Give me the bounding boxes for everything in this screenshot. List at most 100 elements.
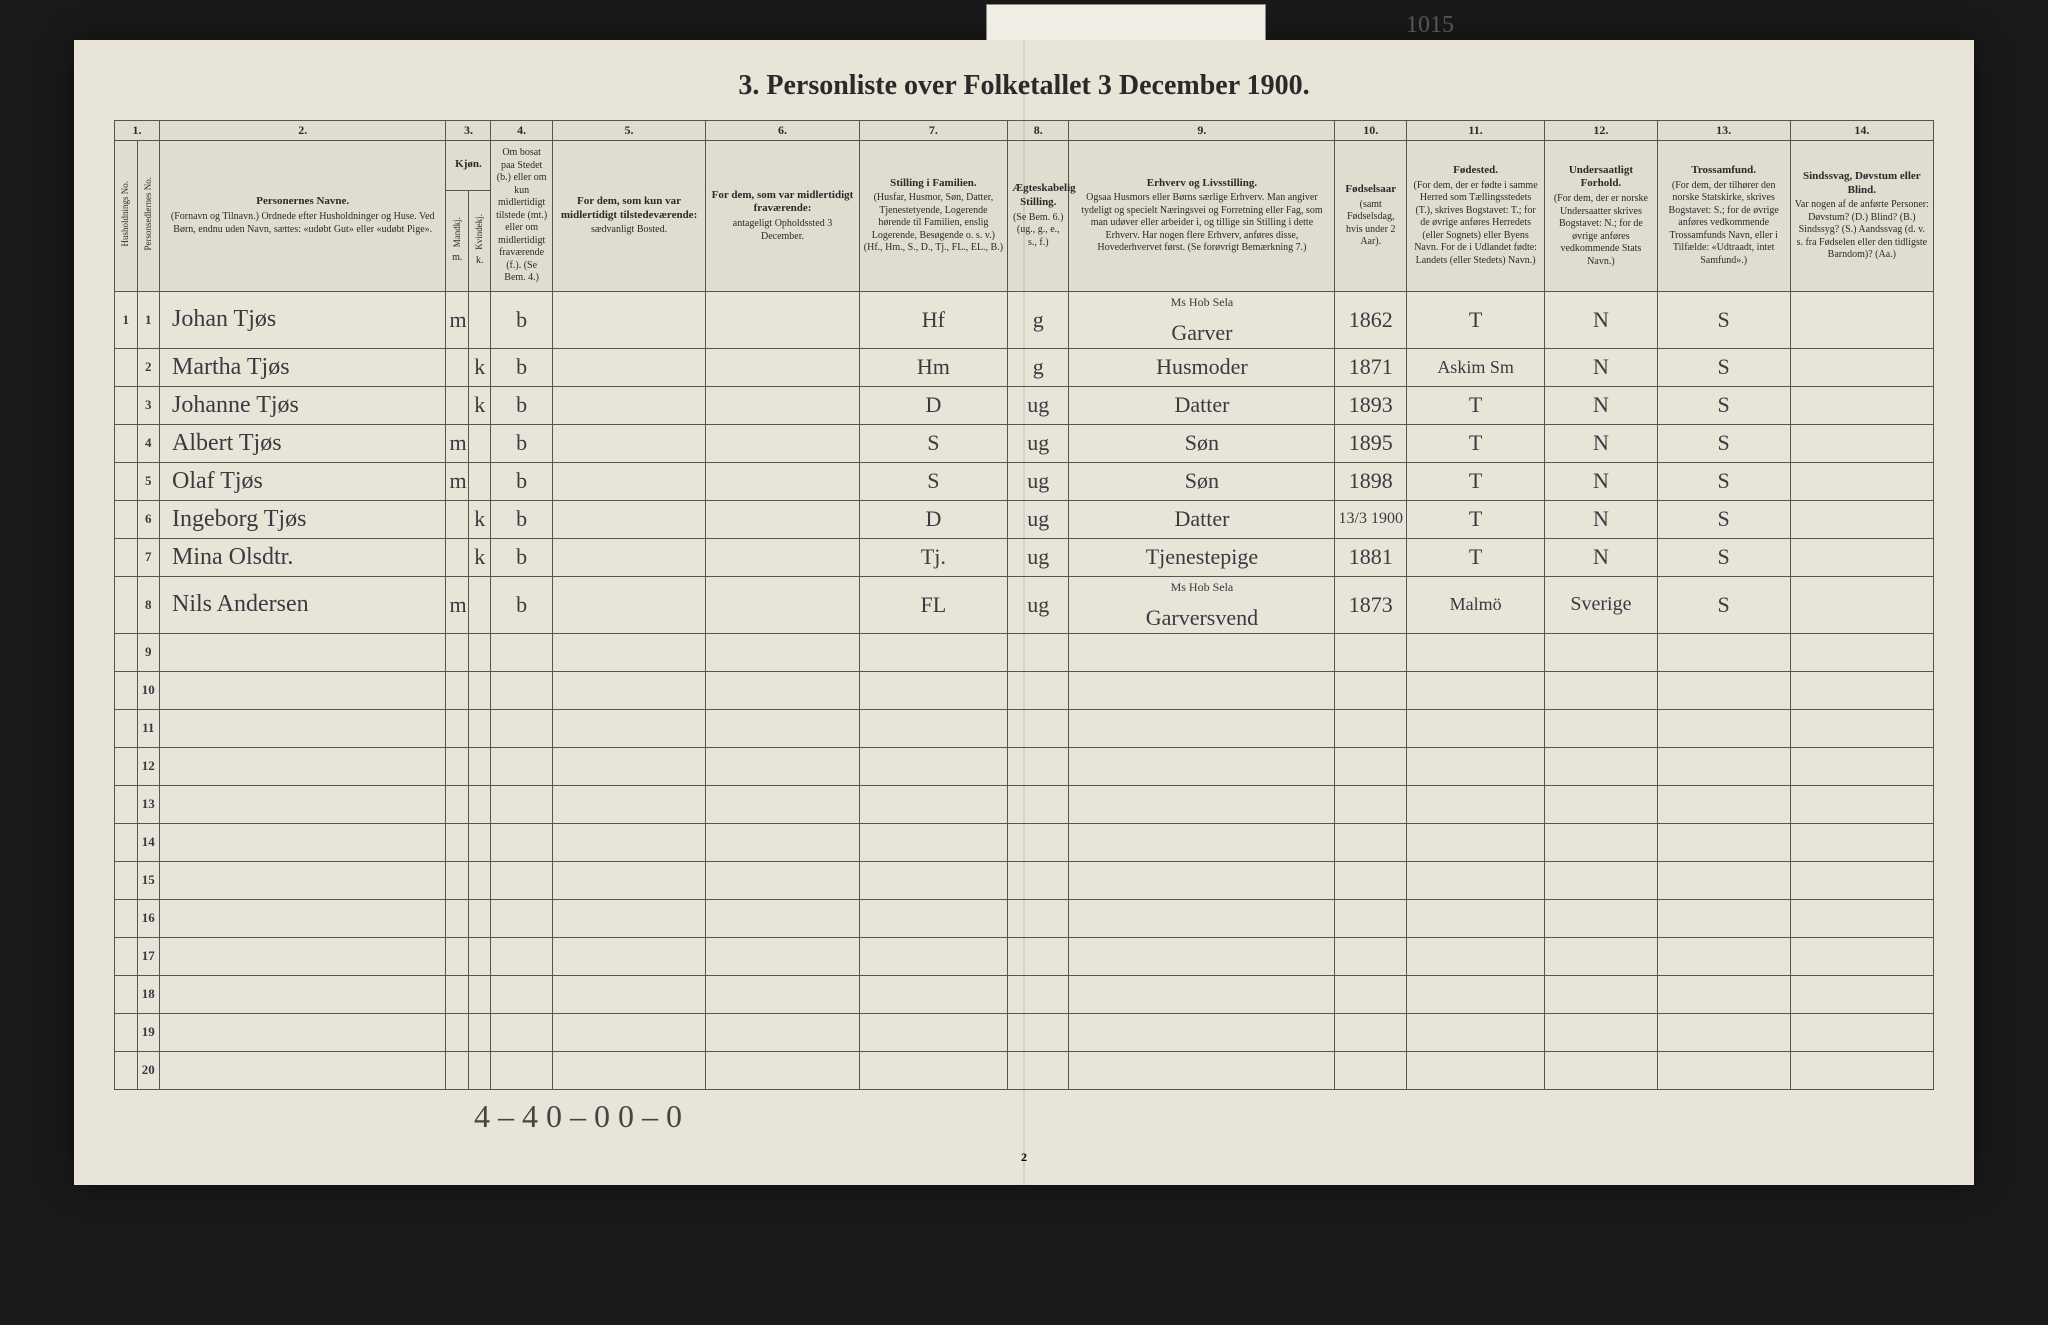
cell-sex-m: m [446, 424, 469, 462]
cell-empty [1790, 747, 1933, 785]
colnum-8: 8. [1008, 121, 1069, 141]
table-row-empty: 16 [115, 899, 1934, 937]
cell-nationality: Sverige [1545, 576, 1658, 633]
cell-household-no [115, 462, 138, 500]
footer-handwritten-note: 4 – 4 0 – 0 0 – 0 [114, 1098, 1934, 1135]
cell-empty [706, 785, 859, 823]
cell-empty [160, 1051, 446, 1089]
cell-nationality: N [1545, 462, 1658, 500]
cell-marital: ug [1008, 424, 1069, 462]
cell-occupation: Datter [1069, 386, 1335, 424]
cell-empty [1407, 823, 1545, 861]
cell-sex-k: k [468, 500, 491, 538]
cell-household-no [115, 747, 138, 785]
cell-empty [446, 861, 469, 899]
table-row: 3 Johanne Tjøs k b D ug Datter 1893 T N … [115, 386, 1934, 424]
colnum-13: 13. [1657, 121, 1790, 141]
cell-household-no [115, 1051, 138, 1089]
cell-person-no: 2 [137, 348, 160, 386]
cell-empty [1545, 709, 1658, 747]
cell-residence: b [491, 291, 552, 348]
cell-empty [446, 899, 469, 937]
cell-temp-present [552, 424, 705, 462]
cell-empty [859, 1013, 1007, 1051]
cell-nationality: N [1545, 538, 1658, 576]
cell-household-no [115, 823, 138, 861]
cell-name: Olaf Tjøs [160, 462, 446, 500]
table-row-empty: 9 [115, 633, 1934, 671]
colnum-9: 9. [1069, 121, 1335, 141]
cell-sex-m [446, 386, 469, 424]
cell-empty [468, 823, 491, 861]
cell-marital: ug [1008, 500, 1069, 538]
table-row-empty: 18 [115, 975, 1934, 1013]
cell-name: Albert Tjøs [160, 424, 446, 462]
cell-sex-k [468, 462, 491, 500]
cell-household-no [115, 348, 138, 386]
cell-empty [491, 823, 552, 861]
cell-disability [1790, 348, 1933, 386]
table-row: 8 Nils Andersen m b FL ug Ms Hob SelaGar… [115, 576, 1934, 633]
cell-temp-present [552, 291, 705, 348]
cell-empty [1069, 1051, 1335, 1089]
cell-empty [1335, 937, 1407, 975]
header-nationality: Undersaatligt Forhold.(For dem, der er n… [1545, 141, 1658, 292]
cell-empty [859, 975, 1007, 1013]
cell-empty [1069, 975, 1335, 1013]
cell-empty [706, 823, 859, 861]
cell-empty [859, 671, 1007, 709]
cell-sex-k: k [468, 538, 491, 576]
header-sex-male: Mandkj.m. [446, 191, 469, 291]
cell-empty [1657, 937, 1790, 975]
cell-household-no [115, 424, 138, 462]
colnum-7: 7. [859, 121, 1007, 141]
cell-empty [859, 709, 1007, 747]
cell-occupation: Ms Hob SelaGarversvend [1069, 576, 1335, 633]
cell-empty [1069, 823, 1335, 861]
cell-family-pos: Hf [859, 291, 1007, 348]
cell-empty [552, 747, 705, 785]
cell-empty [468, 899, 491, 937]
cell-empty [491, 937, 552, 975]
cell-household-no [115, 500, 138, 538]
cell-nationality: N [1545, 386, 1658, 424]
cell-empty [160, 747, 446, 785]
top-handwritten-note: 1015 [1406, 12, 1454, 39]
table-row-empty: 19 [115, 1013, 1934, 1051]
cell-person-no: 6 [137, 500, 160, 538]
cell-religion: S [1657, 462, 1790, 500]
table-row-empty: 17 [115, 937, 1934, 975]
cell-birth-year: 1881 [1335, 538, 1407, 576]
colnum-3: 3. [446, 121, 491, 141]
cell-empty [1657, 785, 1790, 823]
cell-sex-m [446, 500, 469, 538]
cell-empty [446, 709, 469, 747]
cell-name: Ingeborg Tjøs [160, 500, 446, 538]
cell-birthplace: T [1407, 424, 1545, 462]
cell-household-no [115, 386, 138, 424]
cell-empty [1657, 1051, 1790, 1089]
header-family-position: Stilling i Familien.(Husfar, Husmor, Søn… [859, 141, 1007, 292]
cell-person-no: 18 [137, 975, 160, 1013]
cell-empty [1335, 1013, 1407, 1051]
cell-person-no: 13 [137, 785, 160, 823]
cell-empty [552, 823, 705, 861]
cell-empty [859, 937, 1007, 975]
cell-empty [1069, 709, 1335, 747]
cell-empty [1008, 1013, 1069, 1051]
cell-empty [160, 671, 446, 709]
cell-empty [160, 975, 446, 1013]
header-names: Personernes Navne.(Fornavn og Tilnavn.) … [160, 141, 446, 292]
cell-empty [1790, 709, 1933, 747]
table-header: 1. 2. 3. 4. 5. 6. 7. 8. 9. 10. 11. 12. 1… [115, 121, 1934, 292]
table-row: 2 Martha Tjøs k b Hm g Husmoder 1871 Ask… [115, 348, 1934, 386]
cell-temp-present [552, 538, 705, 576]
cell-empty [1790, 937, 1933, 975]
cell-empty [468, 937, 491, 975]
cell-marital: g [1008, 348, 1069, 386]
cell-empty [1545, 937, 1658, 975]
cell-empty [468, 747, 491, 785]
cell-sex-k [468, 291, 491, 348]
header-sex: Kjøn. [446, 141, 491, 191]
cell-empty [859, 633, 1007, 671]
